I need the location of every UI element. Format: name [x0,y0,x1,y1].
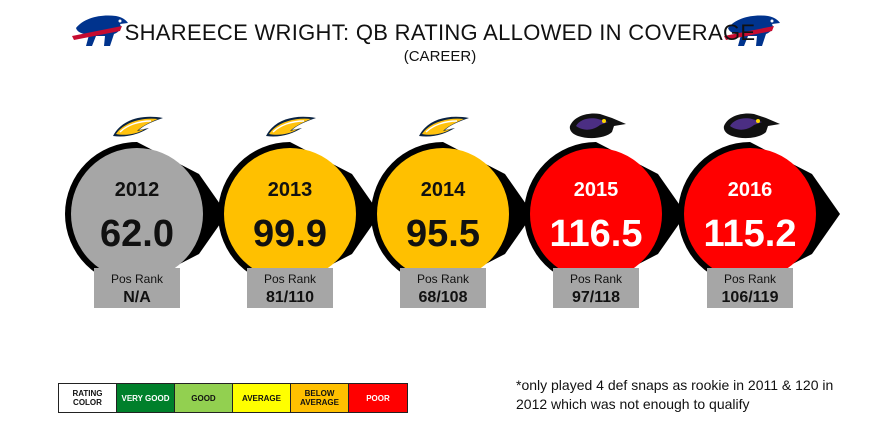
pos-rank-box [553,268,639,308]
legend-item: RATING COLOR [59,384,117,412]
season-2013: 2013 99.9 Pos Rank 81/110 [218,116,380,308]
season-rating-circle [224,148,356,280]
chargers-icon [113,116,163,137]
bills-logo-icon [724,15,780,46]
pos-rank-value: 106/119 [722,289,779,306]
pos-rank-value: N/A [123,289,151,306]
season-2016: 2016 115.2 Pos Rank 106/119 [678,113,840,308]
pos-rank-value: 97/118 [572,289,620,306]
ravens-icon [723,113,780,139]
pos-rank-label: Pos Rank [570,272,623,286]
season-rating-value: 99.9 [253,213,327,255]
legend-item: POOR [349,384,407,412]
pos-rank-box [707,268,793,308]
season-rating-value: 95.5 [406,213,480,255]
season-year-label: 2013 [268,179,313,201]
footnote: *only played 4 def snaps as rookie in 20… [516,377,834,412]
page-title: SHAREECE WRIGHT: QB RATING ALLOWED IN CO… [124,20,756,45]
legend-item: AVERAGE [233,384,291,412]
pos-rank-label: Pos Rank [111,272,164,286]
season-rating-value: 116.5 [550,213,643,255]
chargers-icon [266,116,316,137]
bills-logo-icon [72,15,128,46]
season-rating-circle [530,148,662,280]
pos-rank-box [400,268,486,308]
season-rating-circle [377,148,509,280]
ravens-icon [569,113,626,139]
pos-rank-label: Pos Rank [417,272,470,286]
rating-color-legend: RATING COLOR VERY GOOD GOOD AVERAGE BELOW AV… [58,383,408,413]
pos-rank-value: 81/110 [266,289,314,306]
season-rating-circle [71,148,203,280]
pos-rank-label: Pos Rank [264,272,317,286]
season-2012: 2012 62.0 Pos Rank N/A [65,116,227,308]
season-2014: 2014 95.5 Pos Rank 68/108 [371,116,533,308]
pos-rank-box [247,268,333,308]
season-year-label: 2016 [728,179,773,201]
pos-rank-box [94,268,180,308]
pos-rank-value: 68/108 [419,289,468,306]
chargers-icon [419,116,469,137]
legend-item: VERY GOOD [117,384,175,412]
legend-item: GOOD [175,384,233,412]
season-rating-value: 62.0 [100,213,174,255]
season-rating-value: 115.2 [704,213,797,255]
page-subtitle: (CAREER) [403,48,477,65]
season-year-label: 2015 [574,179,619,201]
legend-item: BELOW AVERAGE [291,384,349,412]
pos-rank-label: Pos Rank [724,272,777,286]
season-rating-circle [684,148,816,280]
season-year-label: 2012 [115,179,160,201]
season-year-label: 2014 [421,179,466,201]
season-2015: 2015 116.5 Pos Rank 97/118 [524,113,686,308]
